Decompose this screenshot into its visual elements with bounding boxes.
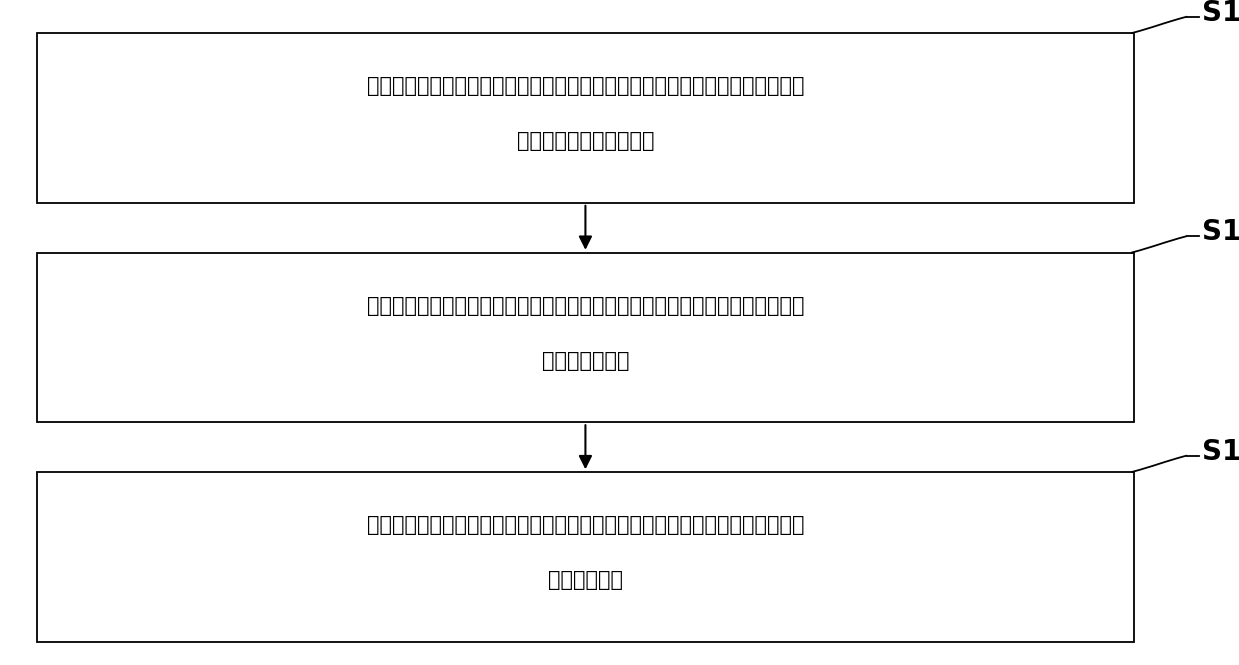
Text: 在噪声背景下，利用声传感器阵列采集信号并通过互相关函数和短时傅里叶变换: 在噪声背景下，利用声传感器阵列采集信号并通过互相关函数和短时傅里叶变换 xyxy=(367,76,804,96)
Bar xyxy=(37,472,1134,642)
Text: 延估计值的概率: 延估计值的概率 xyxy=(541,350,629,371)
Text: 在不依赖信号和噪声先验知识的条件下，将最大概率峰值所对应的时延值作为最: 在不依赖信号和噪声先验知识的条件下，将最大概率峰值所对应的时延值作为最 xyxy=(367,515,804,535)
Text: S102: S102 xyxy=(1202,218,1239,246)
Text: 终时延估计值: 终时延估计值 xyxy=(548,570,623,591)
Text: 计算两路声信号的相对相位比并结合最大似然估计算法的原理获得所有可能的时: 计算两路声信号的相对相位比并结合最大似然估计算法的原理获得所有可能的时 xyxy=(367,295,804,316)
Bar xyxy=(37,33,1134,203)
Text: S103: S103 xyxy=(1202,438,1239,465)
Bar xyxy=(37,253,1134,422)
Text: S101: S101 xyxy=(1202,0,1239,27)
Text: 进行预处理得到频域信号: 进行预处理得到频域信号 xyxy=(517,131,654,152)
